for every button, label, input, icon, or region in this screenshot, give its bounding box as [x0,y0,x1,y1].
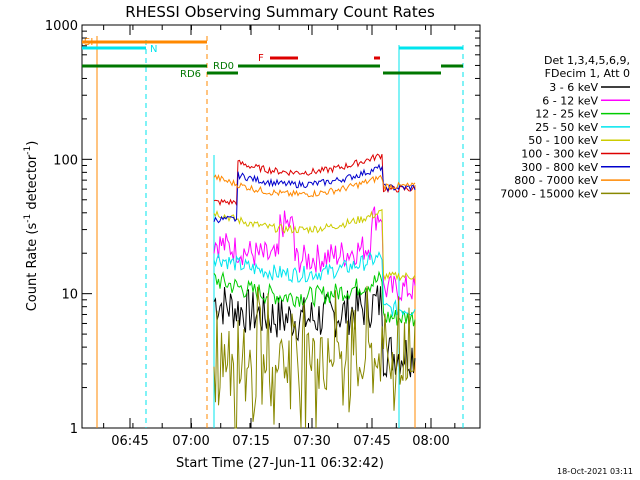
x-axis-label: Start Time (27-Jun-11 06:32:42) [176,456,384,471]
annotation-rd6: RD6 [180,69,201,80]
y-axis-label: Count Rate (s-1 detector-1) [23,141,40,312]
y-tick-label: 10 [61,288,78,303]
y-label-end: detector [25,154,40,214]
attenuator-lines [96,36,464,428]
legend-label: 25 - 50 keV [535,121,598,134]
x-tick-label: 07:45 [353,434,390,449]
legend-label: 100 - 300 keV [521,148,598,161]
series-line [213,206,416,304]
x-tick-label: 07:30 [293,434,330,449]
annotation-n: N [150,44,157,55]
y-axis-ticks: 1 10 100 1000 [45,19,480,437]
legend-header-1: Det 1,3,4,5,6,9, [544,54,630,67]
annotation-f: F [258,53,264,64]
series-line [213,270,416,327]
series-line [213,153,416,207]
x-tick-label: 07:00 [172,434,209,449]
chart-title: RHESSI Observing Summary Count Rates [125,3,435,21]
legend-label: 7000 - 15000 keV [500,187,598,200]
x-tick-label: 06:45 [111,434,148,449]
legend-label: 12 - 25 keV [535,108,598,121]
y-tick-label: 1000 [45,19,78,34]
y-tick-label: 1 [70,422,78,437]
series-line [213,285,416,429]
x-tick-label: 08:00 [412,434,449,449]
legend-label: 800 - 7000 keV [514,174,598,187]
y-label-close: ) [25,141,40,146]
annotation-si: SI [84,37,93,48]
y-tick-label: 100 [53,153,78,168]
legend-label: 3 - 6 keV [549,81,598,94]
x-axis-ticks: 06:45 07:00 07:15 07:30 07:45 08:00 [103,25,456,449]
series-line [213,251,416,317]
legend-label: 6 - 12 keV [542,94,598,107]
series-lines [213,153,416,429]
annotation-rd0: RD0 [213,61,234,72]
legend-label: 50 - 100 keV [528,134,598,147]
x-tick-label: 07:15 [232,434,269,449]
y-label-sup2: -1 [23,146,33,155]
series-line [213,174,416,198]
status-bars: SI N RD0 RD6 F [82,37,463,80]
legend-header-2: FDecim 1, Att 0 [545,67,630,80]
series-line [213,163,416,224]
legend-label: 300 - 800 keV [521,161,598,174]
plot-area: 1 10 100 1000 06:45 07:00 07:15 07:30 07:45 08:0… [45,19,481,449]
legend: Det 1,3,4,5,6,9, FDecim 1, Att 0 3 - 6 k… [500,54,630,200]
series-line [213,208,416,282]
y-label-main: Count Rate (s [25,223,40,312]
plot-frame [81,24,481,429]
timestamp: 18-Oct-2021 03:11 [557,467,633,476]
y-label-sup: -1 [23,214,33,223]
